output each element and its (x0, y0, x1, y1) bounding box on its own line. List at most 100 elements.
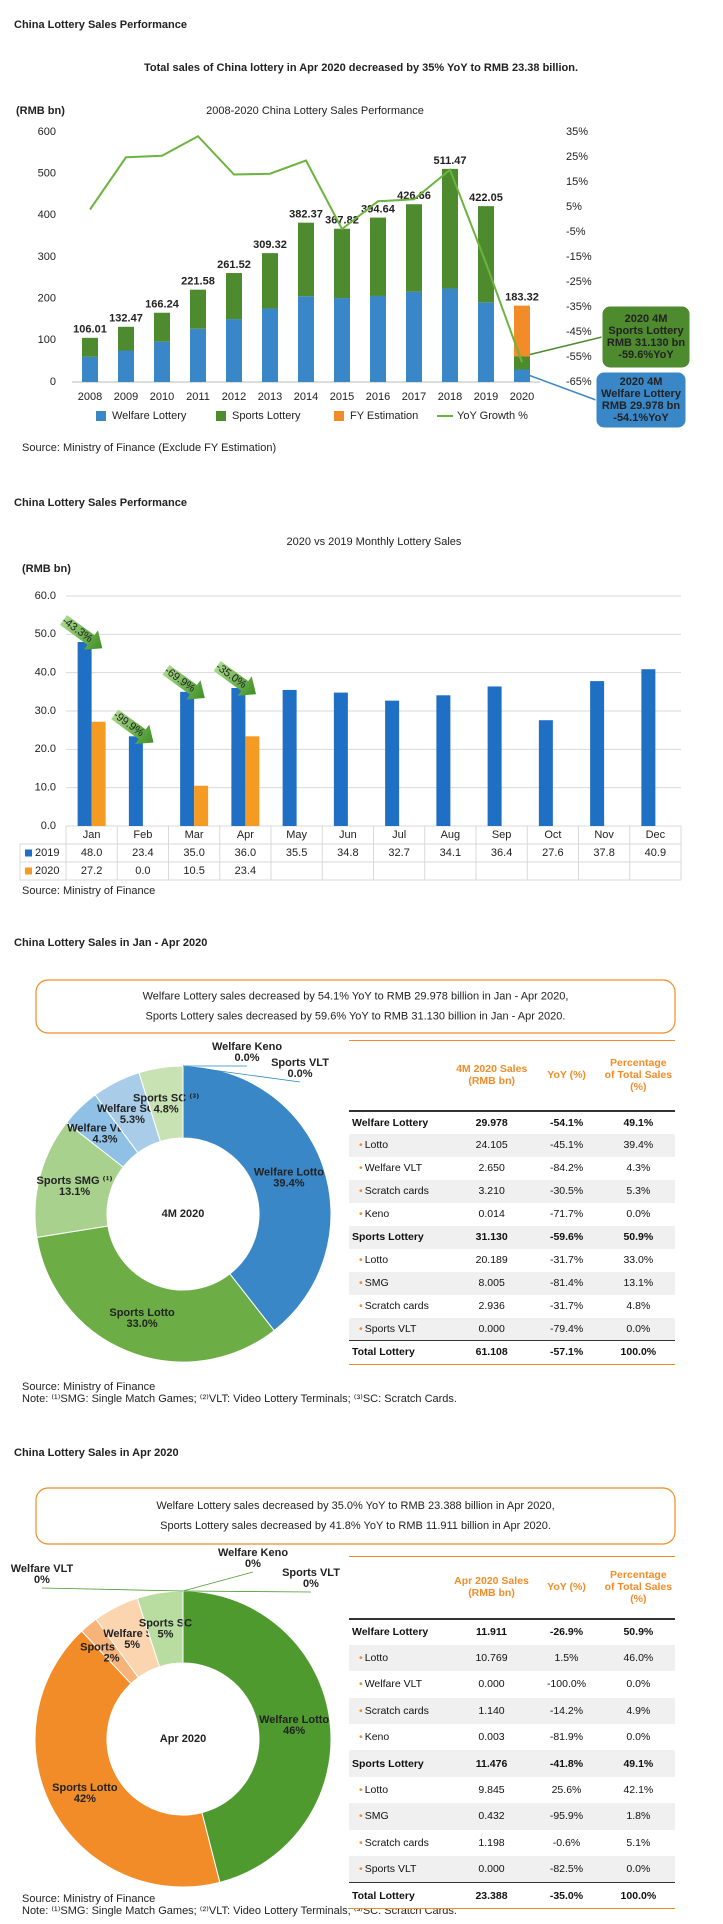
section-heading: China Lottery Sales in Jan - Apr 2020 (14, 937, 207, 949)
cell: 2.650 (478, 1162, 505, 1175)
callout-text: Welfare Lottery (601, 388, 682, 400)
stacked-bar (478, 302, 494, 382)
row-label: Total Lottery (349, 1340, 452, 1365)
y-tick-label: 500 (38, 168, 56, 180)
slice-label: Sports Lotto 42% (52, 1782, 118, 1805)
stacked-bar (370, 295, 386, 382)
table-value: 10.5 (183, 865, 204, 877)
cell: 49.1% (601, 1750, 675, 1777)
cell: 5.3% (601, 1179, 675, 1203)
slice-label: Sports VLT 0% (282, 1567, 340, 1590)
cell: 4.8% (626, 1300, 651, 1313)
slice-value: 4.3% (92, 1134, 117, 1146)
group-row: Welfare Lottery 11.911 -26.9% 50.9% (349, 1619, 675, 1645)
cell: -82.5% (531, 1856, 602, 1883)
slice-name: Sports Lotto (109, 1307, 175, 1319)
y-tick-label: 600 (38, 126, 56, 138)
x-tick-label: Apr (237, 829, 254, 841)
cell: -59.6% (531, 1225, 602, 1249)
y-tick-label: 40.0 (35, 667, 56, 679)
bar-value-label: 183.32 (505, 292, 539, 304)
label-leader (182, 1065, 301, 1083)
summary-line: Sports Lottery sales decreased by 41.8% … (160, 1520, 551, 1532)
cell: -79.4% (531, 1317, 602, 1341)
header-row: Apr 2020 Sales (RMB bn) YoY (%) Percentage… (349, 1556, 675, 1620)
bar (385, 700, 400, 826)
cell: 2.936 (478, 1300, 505, 1313)
slice-value: 5.3% (120, 1114, 145, 1126)
callout-text: RMB 31.130 bn (607, 337, 686, 349)
slice-value: 4.8% (154, 1103, 179, 1115)
y2-tick-label: -25% (566, 276, 592, 288)
cell: 4.3% (626, 1162, 651, 1175)
total-label: 166.24 (145, 299, 180, 311)
cell: 3.210 (451, 1179, 532, 1203)
row-label: Scratch cards (349, 1295, 452, 1318)
x-tick-label: Aug (441, 829, 461, 841)
slice-value: 0.0% (287, 1068, 312, 1080)
callout-text: -59.6%YoY (618, 349, 674, 361)
item-row: Scratch cards 2.936 -31.7% 4.8% (349, 1295, 675, 1318)
cell: 0.0% (601, 1317, 675, 1341)
row-label: Scratch cards (349, 1697, 452, 1725)
slice-label: Welfare VLT 0% (11, 1563, 74, 1586)
total-label: 132.47 (109, 313, 143, 325)
source: Source: Ministry of Finance (22, 1893, 155, 1905)
cell: 11.476 (451, 1750, 532, 1777)
table-value: 35.5 (286, 847, 307, 859)
slice-value: 0% (34, 1574, 50, 1586)
x-tick-label: 2012 (222, 391, 246, 403)
row-label: SMG (349, 1271, 452, 1295)
table-value: 37.8 (593, 847, 614, 859)
x-tick-label: 2013 (258, 391, 282, 403)
bar (194, 785, 209, 826)
stacked-bar (298, 296, 314, 382)
cell: 50.9% (601, 1225, 675, 1249)
arrow-shape (162, 664, 205, 700)
y-tick-label: 30.0 (35, 705, 56, 717)
x-tick-label: 2020 (510, 391, 534, 403)
slice-name: Sports VLT (282, 1567, 340, 1579)
x-tick-label: 2011 (186, 391, 210, 403)
total-label: 382.37 (289, 209, 323, 221)
item-row: Welfare VLT 0.000 -100.0% 0.0% (349, 1671, 675, 1697)
cell: 46.0% (601, 1644, 675, 1672)
cell: 5.1% (626, 1836, 651, 1849)
donut-slice (36, 1225, 275, 1363)
bar (77, 642, 92, 826)
row-label: SMG (349, 1803, 452, 1830)
table-value: 48.0 (81, 847, 102, 859)
item-row: Keno 0.014 -71.7% 0.0% (349, 1203, 675, 1226)
bar (538, 720, 553, 826)
row-label: Lotto (349, 1777, 452, 1803)
x-tick-label: 2018 (438, 391, 462, 403)
total-label: 261.52 (217, 259, 251, 271)
stacked-bar (190, 289, 206, 329)
total-label: 309.32 (253, 239, 287, 251)
table-body: Welfare Lottery11.911-26.9%50.9%Lotto10.… (349, 1619, 675, 1910)
x-tick-label: Oct (544, 829, 561, 841)
donut-center-label: 4M 2020 (162, 1208, 205, 1220)
total-label: 221.58 (181, 276, 215, 288)
cell: -81.9% (549, 1731, 584, 1744)
callout-box (595, 371, 687, 429)
header-cell: 4M 2020 Sales (RMB bn) (451, 1040, 532, 1112)
slice-name: Sports Lotto (52, 1782, 118, 1794)
cell: 0.000 (451, 1317, 532, 1341)
slice-name: Sports SC (139, 1617, 192, 1629)
x-tick-label: Nov (594, 829, 614, 841)
stacked-bar (82, 337, 98, 357)
slice-label: Welfare Keno 0.0% (212, 1041, 282, 1064)
cell: 0.0% (626, 1208, 651, 1221)
slice-name: Welfare Lotto (259, 1714, 329, 1726)
summary-line: Sports Lottery sales decreased by 59.6% … (146, 1010, 566, 1022)
y2-tick-label: -15% (566, 251, 592, 263)
header-cell: Percentage of Total Sales (%) (601, 1556, 675, 1620)
table: 4M 2020 Sales (RMB bn) YoY (%) Percentage … (349, 1040, 675, 1365)
slice-value: 5% (158, 1628, 174, 1640)
callout-text: Sports Lottery (608, 325, 684, 337)
cell: 49.1% (623, 1116, 654, 1129)
y-tick-label: 60.0 (35, 590, 56, 602)
